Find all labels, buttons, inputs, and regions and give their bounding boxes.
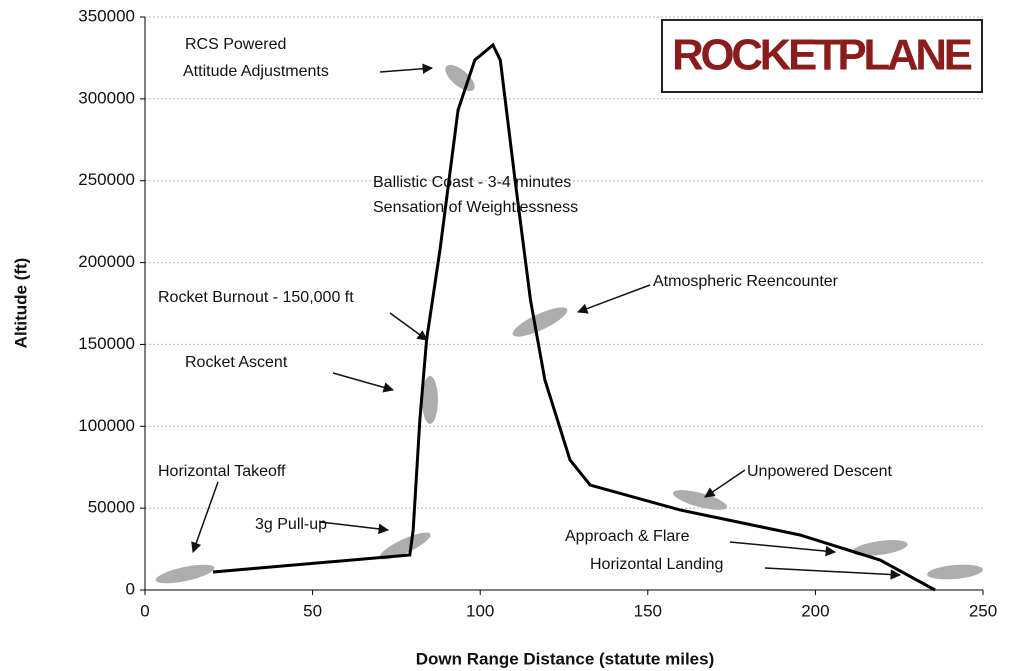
x-tick-label: 200 (801, 601, 829, 620)
y-tick-label: 150000 (78, 334, 135, 353)
annotation: Atmospheric Reencounter (653, 273, 839, 290)
annotation-arrow (379, 63, 434, 74)
annotation-arrow (764, 567, 902, 580)
y-tick-label: 200000 (78, 252, 135, 271)
y-tick-label: 250000 (78, 170, 135, 189)
annotation: Rocket Ascent (185, 354, 288, 371)
x-tick-label: 100 (466, 601, 494, 620)
annotation: Horizontal Takeoff (158, 463, 286, 480)
annotation: Sensation of Weightlessness (373, 199, 578, 216)
annotation: Horizontal Landing (590, 556, 723, 573)
annotation-arrow (389, 312, 428, 341)
logo-box (661, 19, 983, 93)
x-axis-title: Down Range Distance (statute miles) (416, 649, 715, 668)
y-tick-label: 0 (126, 579, 135, 598)
y-tick-label: 350000 (78, 6, 135, 25)
annotation-arrow (704, 469, 746, 498)
annotation-arrow (332, 372, 395, 393)
y-tick-label: 300000 (78, 88, 135, 107)
x-tick-label: 150 (634, 601, 662, 620)
annotation-arrow (191, 481, 219, 553)
annotation: Attitude Adjustments (183, 63, 329, 80)
y-tick-label: 50000 (88, 498, 135, 517)
x-tick-label: 50 (303, 601, 322, 620)
annotation: RCS Powered (185, 36, 286, 53)
annotation-arrow (577, 284, 651, 314)
y-tick-label: 100000 (78, 416, 135, 435)
x-tick-label: 250 (969, 601, 997, 620)
annotation-arrow (729, 541, 837, 557)
annotation: Ballistic Coast - 3-4 minutes (373, 174, 571, 191)
annotation: Approach & Flare (565, 528, 690, 545)
annotation: Unpowered Descent (747, 463, 893, 480)
annotation: 3g Pull-up (255, 516, 327, 533)
logo: ROCKETPLANE (672, 31, 972, 80)
y-axis-title: Altitude (ft) (11, 258, 30, 349)
annotation: Rocket Burnout - 150,000 ft (158, 289, 354, 306)
x-tick-label: 0 (140, 601, 149, 620)
trajectory-line (212, 42, 936, 592)
annotation-arrow (319, 521, 390, 535)
